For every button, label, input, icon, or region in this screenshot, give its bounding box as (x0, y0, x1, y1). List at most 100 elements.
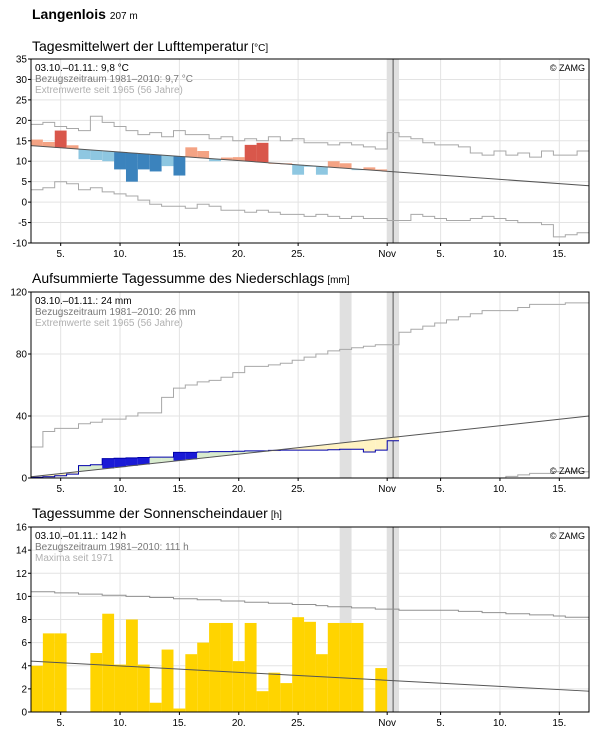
sun-bar (125, 619, 138, 712)
precip-record-min-line (31, 471, 589, 479)
temp-bar (197, 151, 210, 159)
temp-bar (209, 158, 221, 162)
sun-ytick-label: 0 (21, 708, 27, 719)
temp-xtick-label: 20. (232, 249, 246, 260)
precip-legend-normal: Bezugszeitraum 1981–2010: 26 mm (35, 307, 196, 318)
precip-bar (185, 452, 198, 460)
sun-xtick-label: 15. (552, 718, 566, 729)
temp-ytick-label: 10 (16, 157, 28, 168)
precip-bar (375, 438, 388, 451)
sunshine-chart: 0 2 4 6 8 10 12 14 16 03.10.–01.11.: 142 hBezugsz… (16, 523, 590, 729)
temp-bar (363, 167, 376, 170)
precip-ytick-label: 40 (16, 412, 28, 423)
temp-bar (256, 142, 269, 163)
temp-bar (42, 142, 55, 147)
temp-legend-extreme: Extremwerte seit 1965 (56 Jahre) (35, 85, 183, 96)
sun-xtick-label: 10. (493, 718, 507, 729)
temp-ytick-label: 0 (21, 198, 27, 209)
sun-xtick-label: Nov (378, 718, 396, 729)
sun-bar (244, 622, 257, 712)
precip-xtick-label: 5. (436, 484, 444, 495)
temp-legend-normal: Bezugszeitraum 1981–2010: 9,7 °C (35, 74, 193, 85)
temp-bar (173, 156, 186, 176)
temp-bar (54, 130, 67, 148)
temp-xtick-label: 15. (552, 249, 566, 260)
precip-bar (42, 474, 55, 477)
precipitation-unit: [mm] (327, 275, 350, 286)
sun-ytick-label: 6 (21, 638, 27, 649)
precip-ytick-label: 120 (10, 288, 27, 299)
temp-bar (90, 150, 103, 160)
sun-bar (268, 672, 281, 712)
sun-bar (114, 664, 126, 712)
sun-bar (173, 708, 186, 712)
temp-bar (292, 164, 305, 175)
precip-bar (232, 451, 245, 455)
precip-bar (102, 458, 115, 469)
precip-xtick-label: 10. (493, 484, 507, 495)
precip-xtick-label: 25. (291, 484, 305, 495)
precip-bar (280, 448, 293, 451)
station-header: Langenlois 207 m (32, 6, 138, 22)
sun-legend-current: 03.10.–01.11.: 142 h (35, 531, 126, 542)
sun-xtick-label: 25. (291, 718, 305, 729)
precip-bar (90, 464, 103, 470)
temp-xtick-label: 10. (493, 249, 507, 260)
sun-bar (256, 691, 269, 712)
temperature-title: Tagesmittelwert der Lufttemperatur [°C] (32, 38, 268, 54)
temp-ytick-label: 20 (16, 116, 28, 127)
precip-bar (327, 443, 340, 450)
sun-bar (197, 642, 210, 712)
precip-ytick-label: 80 (16, 350, 28, 361)
temp-legend-current: 03.10.–01.11.: 9,8 °C (35, 63, 129, 74)
temp-bar (185, 147, 198, 158)
precipitation-title-text: Aufsummierte Tagessumme des Niederschlag… (32, 270, 325, 286)
sun-bar (304, 621, 316, 712)
sun-bar (209, 622, 221, 712)
precip-bar (292, 447, 305, 451)
precip-bar (173, 452, 186, 461)
temp-bar (161, 155, 174, 167)
temp-bar (375, 169, 388, 171)
sun-bar (137, 664, 150, 712)
precipitation-title: Aufsummierte Tagessumme des Niederschlag… (32, 270, 350, 286)
sun-bar (327, 622, 340, 712)
temp-bar (31, 139, 43, 147)
sun-xtick-label: 20. (232, 718, 246, 729)
sun-bar (54, 633, 67, 712)
precip-record-max-line (31, 302, 589, 448)
precip-bar (304, 446, 316, 451)
temp-xtick-label: Nov (378, 249, 396, 260)
sun-bar (161, 649, 174, 712)
precip-legend-extreme: Extremwerte seit 1965 (56 Jahre) (35, 318, 183, 329)
sun-copyright: © ZAMG (550, 531, 585, 541)
sun-bar (42, 633, 55, 712)
sun-ytick-label: 14 (16, 546, 28, 557)
precip-bar (54, 473, 67, 476)
sun-gap-band (339, 527, 352, 712)
temp-bar (232, 157, 245, 161)
precipitation-chart: 0 40 80 120 03.10.–01.11.: 24 mmBezugszeitra… (10, 288, 590, 495)
temp-record-min-line (31, 181, 589, 238)
sun-bar (149, 702, 162, 712)
temp-bar (315, 166, 328, 175)
temperature-title-text: Tagesmittelwert der Lufttemperatur (32, 38, 249, 54)
sun-ytick-label: 10 (16, 592, 28, 603)
sun-xtick-label: 5. (436, 718, 444, 729)
sun-bar (90, 653, 103, 712)
temp-bar (78, 149, 91, 160)
temp-bar (66, 145, 79, 149)
precip-bar (209, 451, 221, 457)
sun-ytick-label: 4 (21, 661, 27, 672)
precip-xtick-label: 15. (552, 484, 566, 495)
precip-bar (197, 451, 210, 459)
sun-bar (280, 683, 293, 712)
sun-bar (102, 613, 115, 712)
sun-frame (30, 526, 590, 713)
precip-normal-line (30, 415, 590, 478)
precip-bar (339, 442, 352, 450)
sun-ytick-label: 2 (21, 684, 27, 695)
sunshine-unit: [h] (270, 510, 282, 521)
sun-bar (351, 622, 364, 712)
